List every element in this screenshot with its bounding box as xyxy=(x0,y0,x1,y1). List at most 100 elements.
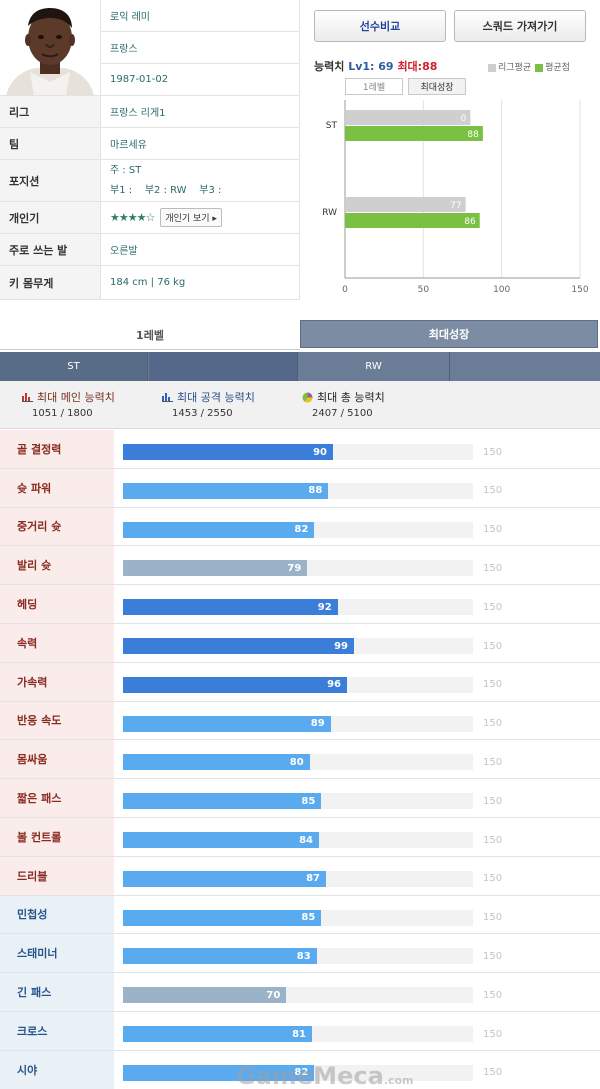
league-row: 리그 프랑스 리게1 xyxy=(0,96,300,128)
stat-row: 민첩성 85 150 xyxy=(0,895,600,935)
legend-swatch-icon xyxy=(488,63,496,72)
stat-row: 짧은 패스 85 150 xyxy=(0,779,600,818)
stat-bar: 89 xyxy=(123,715,331,732)
summary-main: 최대 메인 능력치 1051 / 1800 xyxy=(22,389,115,419)
compare-button[interactable]: 선수비교 xyxy=(314,10,446,42)
tab-position-rw[interactable]: RW xyxy=(298,352,450,381)
stat-track: 85 xyxy=(123,909,473,926)
bar-value-label: 77 xyxy=(450,201,461,211)
summary-main-title: 최대 메인 능력치 xyxy=(37,391,115,404)
stat-track: 83 xyxy=(123,948,473,965)
watermark-text: GameMeca xyxy=(236,1062,384,1089)
squad-button[interactable]: 스쿼드 가져가기 xyxy=(454,10,586,42)
summary-total: 최대 총 능력치 2407 / 5100 xyxy=(302,389,385,419)
stat-max: 최대:88 xyxy=(397,60,438,73)
pie-chart-icon xyxy=(302,392,313,402)
stat-max-value: 150 xyxy=(483,795,503,807)
stat-value: 88 xyxy=(308,485,323,497)
stat-name: 크로스 xyxy=(0,1012,114,1050)
stat-bar: 81 xyxy=(123,1026,312,1042)
birth-row: 1987-01-02 xyxy=(100,64,300,96)
category-label: RW xyxy=(322,208,337,218)
stat-track: 85 xyxy=(123,793,473,810)
stat-max-value: 150 xyxy=(483,524,503,536)
legend-avg-label: 평균점 xyxy=(545,63,570,73)
summary-total-title: 최대 총 능력치 xyxy=(317,391,385,404)
foot-value: 오른발 xyxy=(110,246,138,257)
stat-max-value: 150 xyxy=(483,950,503,962)
stat-track: 82 xyxy=(123,521,473,538)
stat-row: 드리블 87 150 xyxy=(0,856,600,896)
chart-bar xyxy=(345,197,466,212)
stat-name: 헤딩 xyxy=(0,585,114,623)
tab-position-empty[interactable] xyxy=(149,352,298,381)
stat-name: 골 결정력 xyxy=(0,430,114,468)
summary-attack-title: 최대 공격 능력치 xyxy=(177,391,255,404)
stat-bar: 90 xyxy=(123,444,333,460)
chart-tab-max[interactable]: 최대성장 xyxy=(408,78,466,95)
stat-track: 79 xyxy=(123,560,473,577)
stat-row: 반응 속도 89 150 xyxy=(0,701,600,741)
stat-bar: 85 xyxy=(123,793,322,810)
stat-bar: 84 xyxy=(123,832,319,848)
tab-position-empty[interactable] xyxy=(451,352,600,381)
chart-tab-level1[interactable]: 1레벨 xyxy=(345,78,403,95)
legend-league: 리그평균 xyxy=(488,60,531,73)
stat-bar: 79 xyxy=(123,560,308,577)
stat-value: 81 xyxy=(292,1028,306,1040)
stat-track: 80 xyxy=(123,754,473,771)
stat-name: 드리블 xyxy=(0,856,114,895)
stat-value: 85 xyxy=(301,795,316,807)
stat-header-label: 능력치 xyxy=(314,60,345,73)
stat-track: 99 xyxy=(123,638,473,654)
stat-value: 79 xyxy=(287,562,302,574)
stat-max-value: 150 xyxy=(483,756,503,768)
skill-value: ★★★★☆ 개인기 보기 ▸ xyxy=(100,202,300,233)
stat-row: 가속력 96 150 xyxy=(0,662,600,702)
stat-name: 중거리 슛 xyxy=(0,507,114,546)
stat-max-value: 150 xyxy=(483,912,503,924)
stat-bar: 96 xyxy=(123,676,347,693)
stat-name: 반응 속도 xyxy=(0,701,114,740)
stat-value: 85 xyxy=(301,912,316,924)
tab-max-growth[interactable]: 최대성장 xyxy=(300,320,598,348)
stat-row: 크로스 81 150 xyxy=(0,1012,600,1051)
skill-label: 개인기 xyxy=(0,202,100,233)
watermark-logo: GameMeca.com xyxy=(236,1062,413,1089)
stat-row: 스태미너 83 150 xyxy=(0,934,600,974)
stat-value: 80 xyxy=(289,756,304,768)
stat-value: 70 xyxy=(266,989,281,1001)
stat-value: 90 xyxy=(313,446,327,458)
foot-label: 주로 쓰는 발 xyxy=(0,234,100,265)
chart-legend: 리그평균 평균점 xyxy=(488,60,570,73)
summary-row: 최대 메인 능력치 1051 / 1800 최대 공격 능력치 1453 / 2… xyxy=(0,381,600,429)
stat-header: 능력치 Lv1: 69 최대:88 xyxy=(314,58,437,74)
player-nation: 프랑스 xyxy=(110,44,138,55)
summary-total-value: 2407 / 5100 xyxy=(312,408,373,419)
team-row: 팀 마르세유 xyxy=(0,128,300,160)
position-row: 포지션 주 : ST 부1 : 부2 : RW 부3 : xyxy=(0,160,300,202)
bar-value-label: 0 xyxy=(461,114,467,124)
skill-row: 개인기 ★★★★☆ 개인기 보기 ▸ xyxy=(0,202,300,234)
stat-bar: 92 xyxy=(123,599,338,616)
tab-position-st[interactable]: ST xyxy=(0,352,148,381)
stat-row: 속력 99 150 xyxy=(0,624,600,663)
stat-bar: 83 xyxy=(123,948,317,965)
stat-track: 90 xyxy=(123,444,473,460)
sub-positions: 부1 : 부2 : RW 부3 : xyxy=(110,184,222,196)
watermark-suffix: .com xyxy=(383,1074,414,1087)
x-tick-label: 100 xyxy=(493,285,510,295)
nation-row: 프랑스 xyxy=(100,32,300,64)
bar-value-label: 86 xyxy=(464,217,476,227)
stat-max-value: 150 xyxy=(483,562,503,574)
skill-view-button[interactable]: 개인기 보기 ▸ xyxy=(160,208,222,227)
stat-name: 민첩성 xyxy=(0,895,114,934)
tab-level1[interactable]: 1레벨 xyxy=(0,320,300,350)
body-row: 키 몸무게 184 cm | 76 kg xyxy=(0,266,300,300)
summary-main-value: 1051 / 1800 xyxy=(32,408,93,419)
stat-value: 84 xyxy=(299,834,313,846)
stat-row: 슛 파워 88 150 xyxy=(0,468,600,508)
stat-row: 골 결정력 90 150 xyxy=(0,430,600,469)
stat-bar: 82 xyxy=(123,1064,315,1081)
